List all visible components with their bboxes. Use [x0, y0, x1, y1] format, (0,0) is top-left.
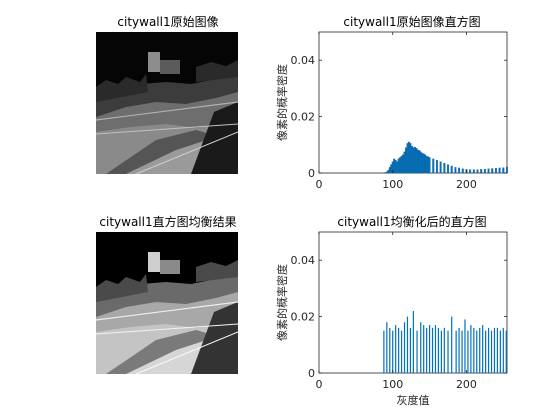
- equalized-hist-bar: [505, 330, 507, 373]
- original-hist-bar: [483, 168, 486, 174]
- equalized-hist-bar: [485, 330, 487, 373]
- original-hist-bar: [458, 167, 461, 174]
- equalized-hist-bar: [386, 322, 388, 373]
- original-image-graphic: [96, 32, 238, 174]
- equalized-hist-bar: [395, 325, 397, 373]
- equalized-xtick-label: 100: [382, 378, 403, 391]
- equalized-hist-bar: [451, 316, 453, 373]
- equalized-hist-bar: [490, 330, 493, 373]
- equalized-hist-bar: [476, 330, 478, 373]
- equalized-ytick-label: 0: [308, 367, 315, 380]
- equalized-hist-bar: [392, 330, 394, 373]
- equalized-hist-bar: [398, 327, 400, 373]
- equalized-hist-bar: [409, 327, 412, 373]
- original-hist-bar: [461, 168, 464, 174]
- original-hist-bar: [472, 169, 475, 174]
- equalized-hist-bar: [431, 327, 434, 373]
- original-hist-bar: [450, 165, 453, 174]
- equalized-hist-title: citywall1均衡化后的直方图: [337, 215, 487, 229]
- equalized-image: [96, 232, 238, 374]
- original-hist-bar: [439, 161, 442, 174]
- equalized-hist-bar: [487, 327, 490, 373]
- original-ytick-label: 0.02: [291, 111, 316, 124]
- equalized-ytick-label: 0.02: [291, 311, 316, 324]
- equalized-hist-bar: [426, 327, 428, 373]
- equalized-hist-bar: [416, 330, 418, 373]
- equalized-hist-bar: [406, 316, 409, 373]
- original-xtick-label: 200: [456, 178, 477, 191]
- original-hist-bar: [469, 169, 472, 174]
- equalized-hist-bar: [400, 330, 403, 373]
- original-hist-title: citywall1原始图像直方图: [343, 15, 481, 29]
- equalized-hist-bar: [412, 310, 414, 373]
- equalized-hist-bar: [464, 319, 466, 373]
- equalized-image-title: citywall1直方图均衡结果: [99, 215, 237, 229]
- equalized-hist-bar: [383, 330, 385, 373]
- original-hist-bar: [432, 158, 435, 174]
- equalized-xtick-label: 0: [316, 378, 323, 391]
- equalized-hist-bar: [447, 330, 449, 373]
- original-image: [96, 32, 238, 174]
- original-hist-bar: [435, 160, 438, 174]
- original-xtick-label: 0: [316, 178, 323, 191]
- original-image-title: citywall1原始图像: [117, 15, 219, 29]
- equalized-xlabel: 灰度值: [397, 393, 430, 407]
- original-hist-bar: [494, 168, 497, 174]
- equalized-hist-bar: [479, 327, 481, 373]
- equalized-hist-bar: [434, 325, 437, 373]
- original-hist-bar: [428, 157, 431, 174]
- original-ylabel: 像素的概率密度: [275, 64, 289, 141]
- equalized-hist-bar: [420, 322, 422, 373]
- equalized-xtick-label: 200: [456, 378, 477, 391]
- equalized-ylabel: 像素的概率密度: [275, 264, 289, 341]
- equalized-hist-bar: [458, 327, 460, 373]
- original-hist-bar: [491, 168, 494, 174]
- original-ytick-label: 0.04: [291, 54, 316, 67]
- original-hist-bar: [476, 169, 479, 174]
- original-hist-bar: [480, 169, 483, 174]
- equalized-hist-bar: [440, 330, 442, 373]
- equalized-hist-bar: [403, 322, 406, 373]
- equalized-hist-bar: [470, 325, 472, 373]
- original-hist-bar: [454, 167, 457, 174]
- equalized-hist-bar: [493, 327, 496, 373]
- equalized-hist-bar: [423, 325, 425, 373]
- original-ytick-label: 0: [308, 167, 315, 180]
- original-hist-bar: [487, 168, 490, 174]
- original-hist-bar: [498, 167, 501, 174]
- equalized-hist-bar: [499, 330, 501, 373]
- equalized-hist-bar: [467, 330, 469, 373]
- equalized-hist-bar: [461, 330, 463, 373]
- equalized-hist-bar: [455, 330, 457, 373]
- equalized-hist-bar: [496, 327, 499, 373]
- equalized-hist-bar: [389, 327, 391, 373]
- equalized-hist-bar: [428, 325, 431, 373]
- equalized-hist-bar: [473, 327, 475, 373]
- equalized-hist-bar: [437, 327, 440, 373]
- original-hist-bar: [443, 162, 446, 174]
- original-xtick-label: 100: [382, 178, 403, 191]
- equalized-ytick-label: 0.04: [291, 254, 316, 267]
- equalized-hist-bar: [482, 325, 484, 373]
- equalized-image-graphic: [96, 232, 238, 374]
- original-hist-bar: [447, 164, 449, 174]
- equalized-hist-bar: [502, 327, 504, 373]
- equalized-hist-bar: [443, 327, 445, 373]
- original-hist-bar: [502, 167, 505, 174]
